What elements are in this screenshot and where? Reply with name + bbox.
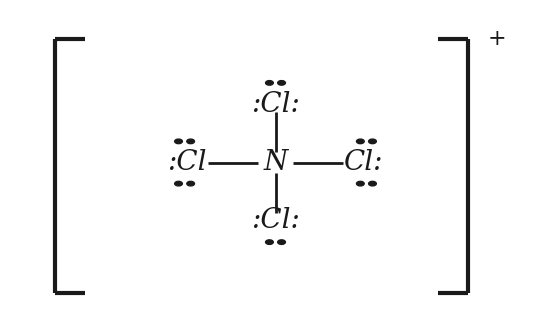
Circle shape	[175, 181, 182, 186]
Text: :Cl:: :Cl:	[251, 207, 300, 235]
Circle shape	[187, 181, 195, 186]
Circle shape	[356, 139, 364, 144]
Circle shape	[356, 181, 364, 186]
Text: +: +	[488, 28, 506, 50]
Circle shape	[266, 81, 273, 85]
Circle shape	[369, 181, 376, 186]
Text: Cl:: Cl:	[344, 149, 383, 176]
Text: :Cl:: :Cl:	[251, 90, 300, 118]
Circle shape	[187, 139, 195, 144]
Circle shape	[266, 240, 273, 244]
Circle shape	[369, 139, 376, 144]
Circle shape	[175, 139, 182, 144]
Text: N: N	[263, 149, 288, 176]
Text: :Cl: :Cl	[168, 149, 207, 176]
Circle shape	[278, 81, 285, 85]
Circle shape	[278, 240, 285, 244]
